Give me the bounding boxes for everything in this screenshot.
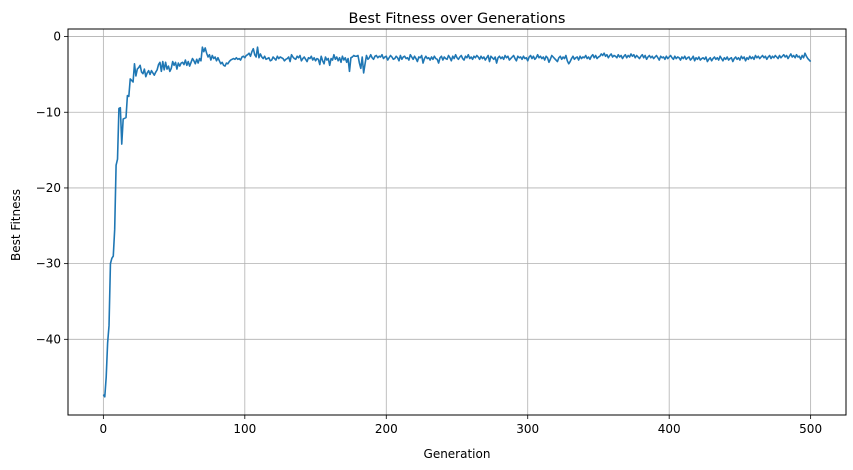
x-tick-label: 400: [658, 422, 681, 436]
x-tick-label: 0: [100, 422, 108, 436]
y-tick-label: −40: [36, 332, 61, 346]
x-axis: 0 100 200 300 400 500: [100, 415, 822, 436]
y-tick-label: 0: [53, 30, 61, 44]
plot-frame: [67, 28, 847, 416]
y-tick-label: −20: [36, 181, 61, 195]
y-axis-label: Best Fitness: [9, 189, 23, 261]
y-tick-label: −30: [36, 257, 61, 271]
x-tick-label: 200: [375, 422, 398, 436]
y-axis: 0 −10 −20 −30 −40: [36, 30, 68, 346]
x-axis-label: Generation: [424, 447, 491, 461]
grid-lines: [68, 29, 846, 415]
series-line: [102, 46, 812, 398]
y-tick-label: −10: [36, 105, 61, 119]
x-tick-label: 500: [799, 422, 822, 436]
x-tick-label: 100: [233, 422, 256, 436]
x-tick-label: 300: [516, 422, 539, 436]
chart-title: Best Fitness over Generations: [349, 11, 566, 27]
